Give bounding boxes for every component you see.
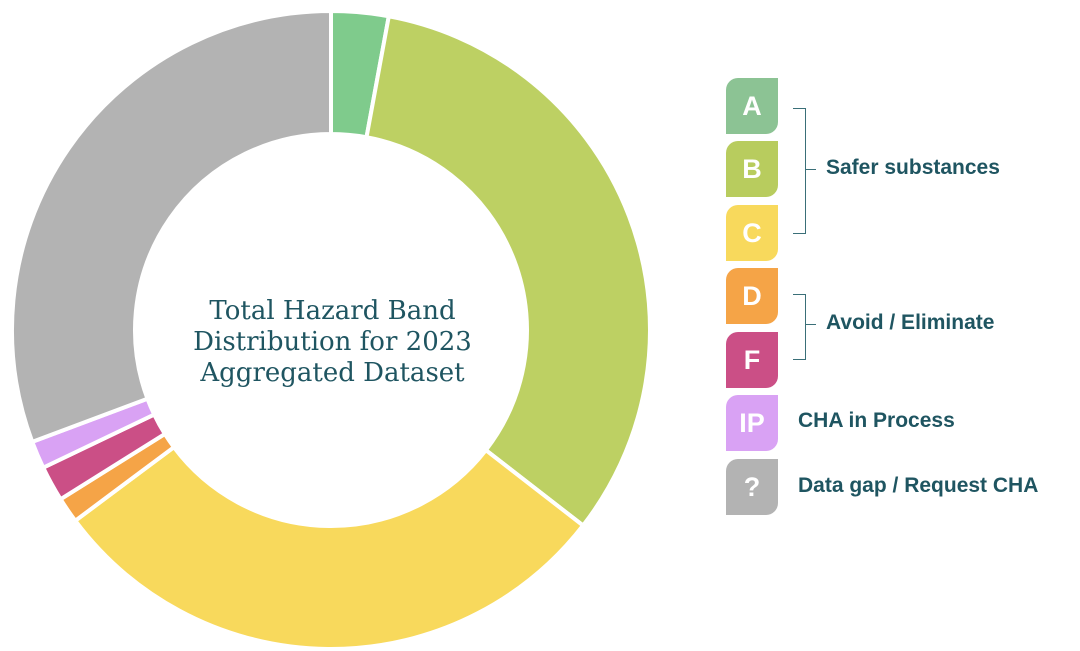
legend-badge-ip-label: IP bbox=[739, 407, 765, 438]
legend-badge-c-label: C bbox=[742, 217, 762, 248]
legend-badge-d-label: D bbox=[742, 280, 762, 311]
legend-badge-a: A bbox=[726, 78, 778, 134]
legend-badge-f-label: F bbox=[743, 344, 761, 375]
legend-badge-data-gap-label: ? bbox=[743, 471, 761, 502]
chart-title-line-2: Distribution for 2023 bbox=[193, 327, 472, 357]
legend-badge-b: B bbox=[726, 141, 778, 197]
legend-badge-f: F bbox=[726, 332, 778, 388]
legend-badge-c: C bbox=[726, 205, 778, 261]
donut-slice-c bbox=[72, 444, 586, 651]
chart-title-line-3: Aggregated Dataset bbox=[200, 358, 465, 388]
legend-badge-b-label: B bbox=[742, 153, 762, 184]
legend-badge-a-label: A bbox=[742, 90, 762, 121]
chart-title-line-1: Total Hazard Band bbox=[209, 296, 456, 326]
chart-title: Total Hazard Band Distribution for 2023 … bbox=[190, 296, 475, 389]
legend-badge-d: D bbox=[726, 268, 778, 324]
donut-slice-b bbox=[364, 13, 652, 529]
donut-slice-data-gap bbox=[10, 8, 333, 445]
legend-badge-data-gap: ? bbox=[726, 459, 778, 515]
legend-badge-ip: IP bbox=[726, 395, 778, 451]
